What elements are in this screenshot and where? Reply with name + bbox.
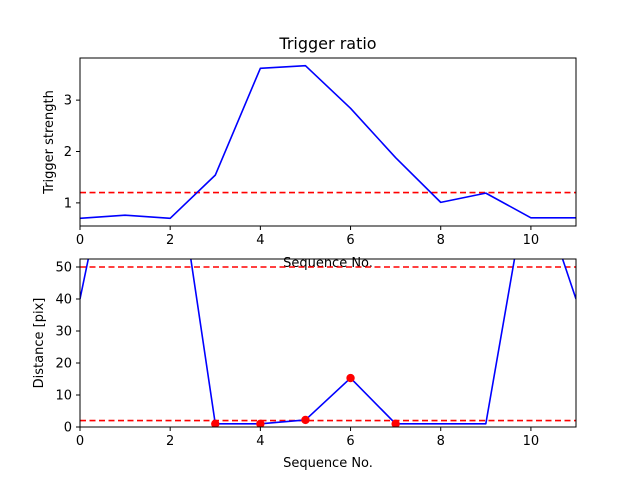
bottom-marker-point [211,419,220,427]
top-y-tick-label: 1 [64,196,72,211]
bottom-y-tick-label: 40 [55,293,72,308]
top-x-tick-label: 8 [437,233,445,248]
bottom-x-axis-label: Sequence No. [283,456,373,471]
bottom-subplot: 0 2 4 6 8 10 0 10 20 30 40 50 Sequence No. Distanc… [32,258,577,471]
top-x-axis-label: Sequence No. [283,256,373,271]
top-y-tick-label: 2 [64,145,72,160]
top-x-tick-label: 10 [523,233,540,248]
bottom-marker-point [256,419,265,427]
bottom-series [80,259,576,425]
bottom-y-tick-label: 50 [55,261,72,276]
top-y-axis-label: Trigger strength [42,90,57,195]
top-x-ticks: 0 2 4 6 8 10 [76,226,539,248]
bottom-axes-frame [79,258,577,428]
bottom-y-tick-label: 10 [55,389,72,404]
top-series-line-0 [80,64,576,220]
bottom-x-tick-label: 8 [437,434,445,449]
bottom-x-tick-label: 10 [523,434,540,449]
bottom-threshold-lines [80,266,576,422]
top-chart-title: Trigger ratio [278,34,376,53]
top-axes-frame [79,57,577,227]
bottom-x-ticks: 0 2 4 6 8 10 [76,427,539,449]
bottom-x-tick-label: 6 [346,434,354,449]
bottom-x-tick-label: 2 [166,434,174,449]
bottom-x-tick-label: 0 [76,434,84,449]
bottom-y-axis-label: Distance [pix] [32,298,47,389]
bottom-marker-point [301,415,310,425]
top-x-tick-label: 6 [346,233,354,248]
bottom-y-tick-label: 30 [55,325,72,340]
top-series [80,64,576,220]
top-subplot: Trigger ratio 0 2 4 6 8 10 123 Sequence No. T… [42,34,577,271]
top-x-tick-label: 2 [166,233,174,248]
bottom-plot-area [80,259,576,427]
bottom-y-tick-label: 20 [55,357,72,372]
top-x-tick-label: 0 [76,233,84,248]
top-plot-area [80,64,576,220]
bottom-markers [211,373,400,427]
bottom-y-tick-label: 0 [64,421,72,436]
top-y-tick-label: 3 [64,94,72,109]
bottom-series-line-0 [80,259,576,425]
bottom-y-ticks: 0 10 20 30 40 50 [55,261,80,436]
bottom-marker-point [391,419,400,427]
top-x-tick-label: 4 [256,233,264,248]
top-y-ticks: 1 2 3 [64,94,80,211]
bottom-x-tick-label: 4 [256,434,264,449]
bottom-marker-point [346,373,355,383]
